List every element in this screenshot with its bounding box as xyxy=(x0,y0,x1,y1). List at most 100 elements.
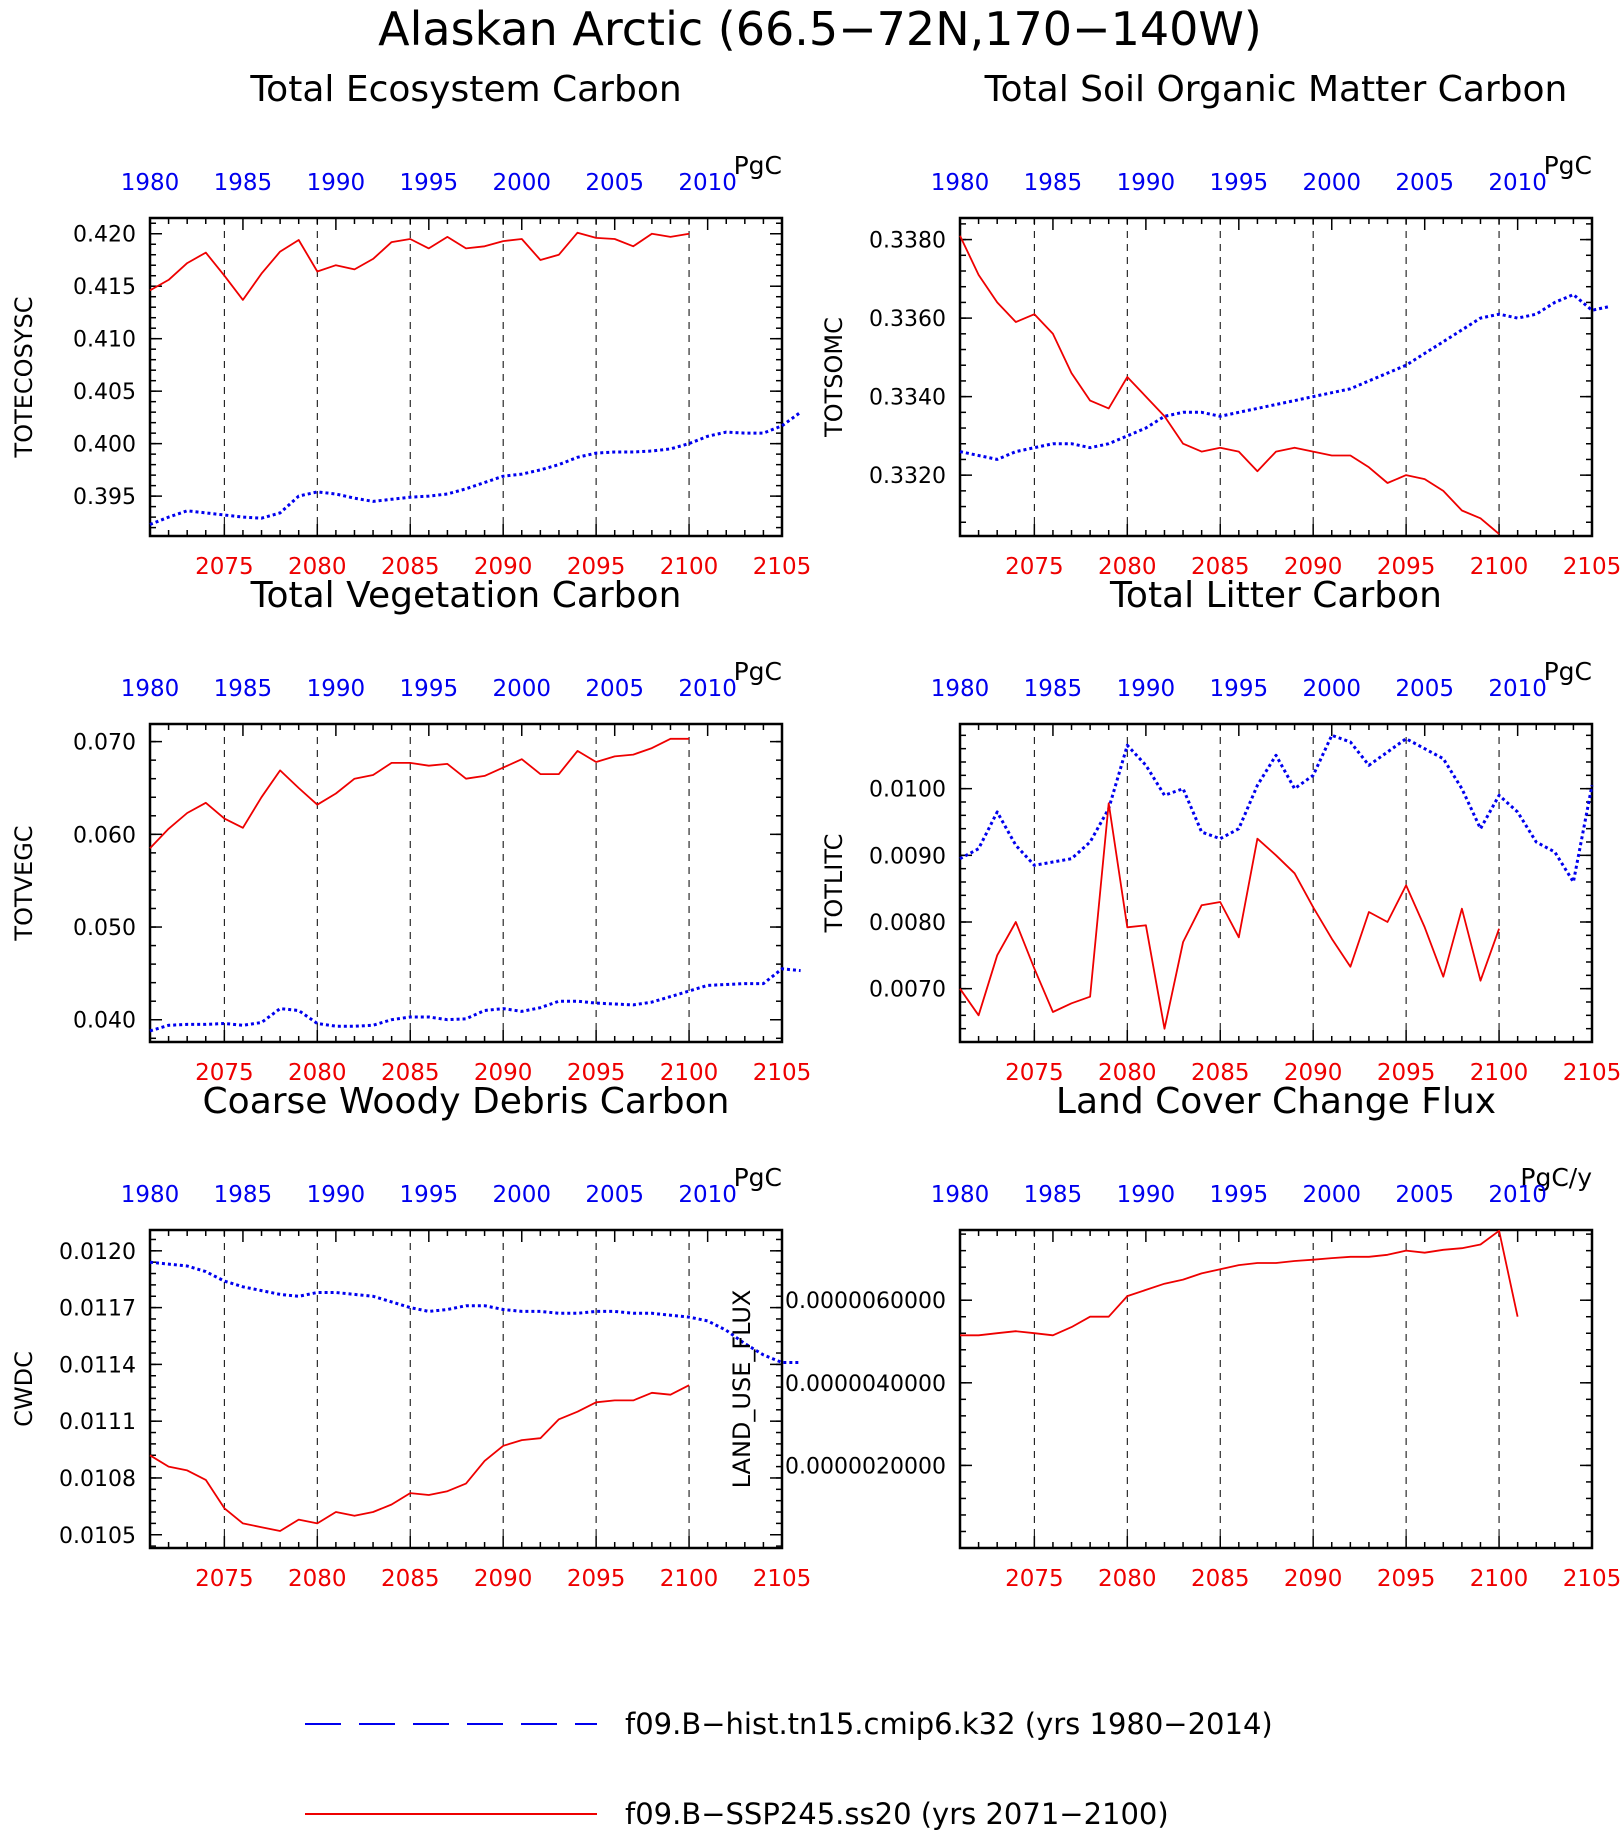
y-tick-label: 0.0000020000 xyxy=(785,1454,946,1479)
x-tick-label-top: 2000 xyxy=(1302,170,1361,196)
y-tick-label: 0.0120 xyxy=(59,1240,136,1265)
chart-title: Total Ecosystem Carbon xyxy=(249,69,681,110)
x-tick-label-top: 1990 xyxy=(307,170,366,196)
y-tick-label: 0.3360 xyxy=(869,307,946,332)
x-tick-label-top: 1995 xyxy=(400,676,459,702)
x-tick-label-top: 1995 xyxy=(1210,1182,1269,1208)
x-tick-label-top: 2000 xyxy=(1302,1182,1361,1208)
series-line-ssp xyxy=(149,737,690,849)
x-tick-label-top: 2000 xyxy=(492,1182,551,1208)
y-tick-label: 0.410 xyxy=(73,328,136,353)
x-tick-label-bottom: 2095 xyxy=(1377,1060,1436,1086)
x-tick-label-top: 2000 xyxy=(492,676,551,702)
y-axis-label: TOTSOMC xyxy=(820,317,848,438)
x-tick-label-top: 1990 xyxy=(307,676,366,702)
x-tick-label-bottom: 2095 xyxy=(1377,554,1436,580)
chart-panel: Total Ecosystem Carbon PgC 2075 2080 2085 209… xyxy=(10,69,811,580)
x-tick-label-top: 2010 xyxy=(678,1182,737,1208)
y-tick-label: 0.0111 xyxy=(59,1410,136,1435)
x-tick-label-bottom: 2090 xyxy=(1284,554,1343,580)
x-tick-label-bottom: 2075 xyxy=(195,1060,254,1086)
chart-title: Total Vegetation Carbon xyxy=(250,575,682,616)
plot-frame xyxy=(958,1228,1594,1550)
x-tick-label-bottom: 2090 xyxy=(1284,1566,1343,1592)
x-tick-label-bottom: 2090 xyxy=(474,1060,533,1086)
x-tick-label-top: 2000 xyxy=(492,170,551,196)
series-line-ssp xyxy=(959,235,1500,535)
x-tick-label-bottom: 2080 xyxy=(288,554,347,580)
units-label: PgC xyxy=(1544,151,1592,180)
y-tick-label: 0.0070 xyxy=(869,978,946,1003)
x-tick-label-top: 1985 xyxy=(214,1182,273,1208)
x-tick-label-top: 2005 xyxy=(1395,1182,1454,1208)
y-tick-label: 0.3380 xyxy=(869,229,946,254)
x-tick-label-top: 2005 xyxy=(1395,676,1454,702)
units-label: PgC xyxy=(734,151,782,180)
series-line-ssp xyxy=(960,1229,1519,1337)
x-tick-label-bottom: 2100 xyxy=(660,1060,719,1086)
x-tick-label-bottom: 2085 xyxy=(1191,1566,1250,1592)
units-label: PgC xyxy=(734,657,782,686)
x-tick-label-bottom: 2085 xyxy=(381,1060,440,1086)
series-line-ssp xyxy=(959,802,1500,1030)
x-tick-label-bottom: 2080 xyxy=(288,1566,347,1592)
x-tick-label-top: 1985 xyxy=(214,170,273,196)
x-tick-label-bottom: 2095 xyxy=(567,554,626,580)
x-tick-label-bottom: 2075 xyxy=(195,554,254,580)
units-label: PgC xyxy=(1544,657,1592,686)
y-tick-label: 0.0090 xyxy=(869,844,946,869)
x-tick-label-bottom: 2080 xyxy=(1098,1060,1157,1086)
x-tick-label-bottom: 2100 xyxy=(1470,1566,1529,1592)
y-tick-label: 0.3340 xyxy=(869,386,946,411)
figure-title: Alaskan Arctic (66.5−72N,170−140W) xyxy=(378,2,1262,56)
plot-frame xyxy=(148,216,784,538)
x-tick-label-bottom: 2105 xyxy=(1563,554,1621,580)
x-tick-label-top: 1980 xyxy=(931,1182,990,1208)
x-tick-label-top: 1985 xyxy=(214,676,273,702)
x-tick-label-top: 1980 xyxy=(931,170,990,196)
x-tick-label-bottom: 2105 xyxy=(753,554,812,580)
plot-frame xyxy=(148,1228,784,1550)
chart-title: Total Litter Carbon xyxy=(1109,575,1442,616)
y-axis-label: CWDC xyxy=(10,1351,38,1427)
x-tick-label-bottom: 2085 xyxy=(381,1566,440,1592)
series-line-hist xyxy=(149,1260,801,1364)
x-tick-label-bottom: 2090 xyxy=(1284,1060,1343,1086)
y-axis-label: TOTECOSYSC xyxy=(10,297,38,459)
x-tick-label-top: 2005 xyxy=(1395,170,1454,196)
x-tick-label-bottom: 2085 xyxy=(1191,554,1250,580)
x-tick-label-bottom: 2100 xyxy=(1470,1060,1529,1086)
y-tick-label: 0.0114 xyxy=(59,1353,136,1378)
panels: Total Ecosystem Carbon PgC 2075 2080 2085 209… xyxy=(10,69,1621,1592)
legend: f09.B−hist.tn15.cmip6.k32 (yrs 1980−2014… xyxy=(305,1707,1273,1830)
y-axis-label: TOTLITC xyxy=(820,834,848,934)
series-line-ssp xyxy=(149,231,690,301)
series-line-hist xyxy=(149,967,801,1033)
x-tick-label-top: 1985 xyxy=(1024,676,1083,702)
y-tick-label: 0.0117 xyxy=(59,1297,136,1322)
series-line-hist xyxy=(149,410,802,526)
y-tick-label: 0.0000040000 xyxy=(785,1372,946,1397)
plot-frame xyxy=(958,216,1594,538)
y-tick-label: 0.040 xyxy=(73,1009,136,1034)
x-tick-label-top: 1995 xyxy=(400,1182,459,1208)
x-tick-label-top: 1980 xyxy=(121,1182,180,1208)
x-tick-label-top: 2005 xyxy=(585,676,644,702)
x-tick-label-bottom: 2090 xyxy=(474,554,533,580)
x-tick-label-bottom: 2095 xyxy=(567,1060,626,1086)
x-tick-label-bottom: 2105 xyxy=(753,1060,812,1086)
x-tick-label-bottom: 2080 xyxy=(1098,554,1157,580)
series-line-hist xyxy=(959,293,1611,461)
chart-title: Land Cover Change Flux xyxy=(1056,1081,1496,1122)
x-tick-label-bottom: 2100 xyxy=(1470,554,1529,580)
x-tick-label-bottom: 2095 xyxy=(567,1566,626,1592)
chart-title: Total Soil Organic Matter Carbon xyxy=(984,69,1568,110)
legend-label: f09.B−hist.tn15.cmip6.k32 (yrs 1980−2014… xyxy=(625,1707,1273,1741)
x-tick-label-top: 1995 xyxy=(1210,676,1269,702)
y-tick-label: 0.395 xyxy=(73,485,136,510)
x-tick-label-bottom: 2100 xyxy=(660,1566,719,1592)
x-tick-label-bottom: 2075 xyxy=(1005,1566,1064,1592)
units-label: PgC xyxy=(734,1163,782,1192)
x-tick-label-bottom: 2080 xyxy=(1098,1566,1157,1592)
y-axis-label: TOTVEGC xyxy=(10,825,38,941)
